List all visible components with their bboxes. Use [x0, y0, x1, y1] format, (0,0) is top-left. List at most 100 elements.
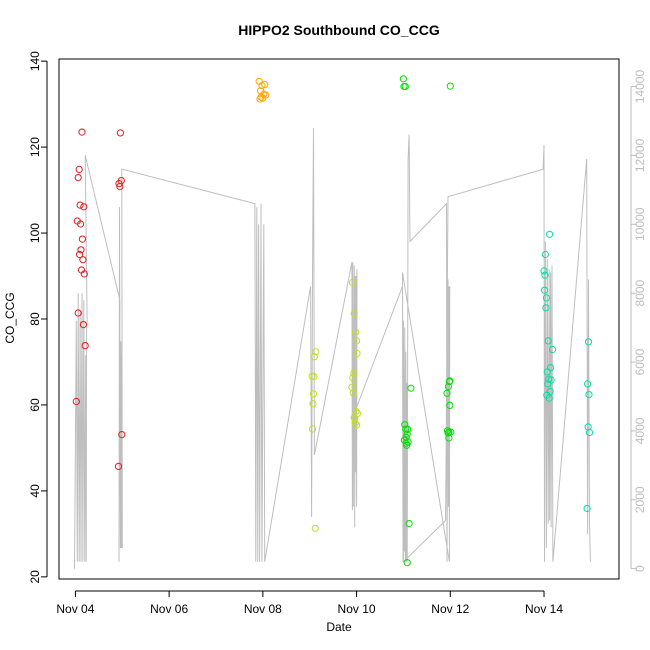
data-point-s0-5: [76, 250, 84, 259]
data-point-s3-22: [446, 401, 454, 409]
data-point-s0-13: [79, 321, 88, 329]
altitude-line-layer: [74, 127, 591, 569]
data-point-s0-14: [80, 203, 88, 211]
data-point-s2-4: [310, 373, 318, 381]
data-point-s3-8: [403, 441, 411, 449]
data-point-s0-16: [81, 342, 89, 350]
data-point-s4-22: [585, 428, 594, 437]
data-point-s0-10: [78, 128, 86, 136]
y2-tick-label-7: 14000: [633, 70, 647, 104]
data-point-s0-7: [77, 220, 85, 228]
data-point-s4-9: [544, 337, 552, 345]
data-point-s2-7: [312, 348, 320, 356]
data-point-s4-17: [583, 504, 591, 513]
data-point-s4-1: [540, 286, 549, 294]
data-point-s2-6: [311, 524, 319, 532]
data-point-s4-12: [546, 230, 554, 238]
data-point-s0-22: [118, 431, 126, 439]
data-point-s2-17: [352, 328, 360, 336]
data-point-s2-21: [353, 349, 361, 357]
x-tick-label-2: Nov 08: [244, 602, 282, 616]
data-point-s4-0: [540, 267, 548, 275]
data-point-s3-12: [404, 438, 412, 446]
data-point-s0-15: [80, 270, 88, 278]
x-axis-title: Date: [326, 620, 352, 634]
y-tick-label-4: 100: [28, 223, 42, 243]
data-point-s3-11: [404, 425, 412, 433]
axes-layer: Nov 04 Nov 06 Nov 08 Nov 10 Nov 12 Nov 14 20 40…: [28, 51, 647, 616]
x-tick-label-4: Nov 12: [431, 602, 469, 616]
plot-frame: [58, 58, 620, 580]
y-tick-label-3: 80: [28, 312, 42, 326]
y2-tick-label-5: 10000: [633, 207, 647, 241]
data-point-s4-2: [541, 271, 549, 279]
data-point-s0-0: [72, 397, 80, 406]
data-point-s3-10: [403, 559, 411, 567]
data-point-s0-8: [77, 246, 85, 254]
data-point-s4-3: [541, 250, 550, 259]
data-point-s2-14: [350, 309, 358, 317]
data-point-s0-2: [74, 174, 82, 182]
data-point-s3-0: [399, 75, 407, 83]
data-point-s4-5: [542, 294, 551, 302]
x-tick-label-5: Nov 14: [525, 602, 563, 616]
points-layer: [72, 75, 594, 567]
data-point-s2-22: [353, 409, 362, 418]
x-tick-label-0: Nov 04: [56, 602, 94, 616]
data-point-s2-20: [353, 421, 361, 429]
data-point-s3-15: [443, 389, 451, 397]
data-point-s4-13: [546, 388, 554, 396]
data-point-s2-18: [352, 407, 360, 415]
data-point-s4-14: [547, 364, 555, 372]
data-point-s1-8: [262, 91, 270, 99]
altitude-series-line: [74, 127, 591, 569]
data-point-s0-17: [114, 462, 123, 470]
y2-tick-label-2: 4000: [633, 417, 647, 444]
x-tick-label-3: Nov 10: [338, 602, 376, 616]
data-point-s3-4: [401, 82, 409, 91]
data-point-s4-15: [547, 376, 555, 384]
y-tick-label-5: 120: [28, 137, 42, 157]
data-point-s2-1: [308, 425, 317, 433]
data-point-s0-21: [117, 177, 125, 185]
data-point-s3-25: [446, 377, 454, 385]
y2-tick-label-0: 0: [633, 565, 647, 572]
data-point-s2-2: [309, 400, 317, 408]
y-tick-label-6: 140: [28, 51, 42, 71]
data-point-s4-21: [585, 391, 593, 399]
data-point-s2-11: [349, 389, 357, 397]
chart-title: HIPPO2 Southbound CO_CCG: [238, 22, 440, 38]
data-point-s3-9: [403, 430, 411, 438]
data-point-s2-12: [350, 369, 358, 377]
y-tick-label-0: 20: [28, 570, 42, 584]
data-point-s0-6: [76, 201, 84, 209]
data-point-s3-14: [407, 384, 415, 392]
data-point-s0-20: [116, 129, 125, 137]
data-point-s2-3: [309, 390, 318, 398]
y-tick-label-2: 60: [28, 398, 42, 412]
data-point-s3-24: [447, 428, 455, 436]
data-point-s1-7: [261, 80, 269, 89]
data-point-s2-19: [353, 337, 361, 345]
data-point-s2-5: [310, 353, 318, 361]
data-point-s0-12: [79, 256, 87, 264]
data-point-s4-16: [548, 345, 557, 354]
y-tick-label-1: 40: [28, 484, 42, 498]
y-axis-title: CO_CCG: [3, 292, 17, 343]
data-point-s4-18: [584, 380, 592, 388]
data-point-s2-10: [349, 374, 357, 382]
data-point-s0-3: [74, 309, 82, 317]
x-tick-label-1: Nov 06: [150, 602, 188, 616]
y2-tick-label-4: 8000: [633, 280, 647, 307]
data-point-s2-9: [348, 278, 356, 287]
data-point-s3-23: [446, 82, 454, 90]
data-point-s4-4: [542, 304, 550, 312]
data-point-s2-16: [351, 419, 359, 427]
data-point-s0-11: [78, 235, 87, 243]
y2-tick-label-6: 12000: [633, 138, 647, 172]
y2-tick-label-1: 2000: [633, 486, 647, 513]
data-point-s0-4: [75, 165, 83, 173]
y2-tick-label-3: 6000: [633, 348, 647, 375]
data-point-s4-20: [584, 338, 593, 346]
